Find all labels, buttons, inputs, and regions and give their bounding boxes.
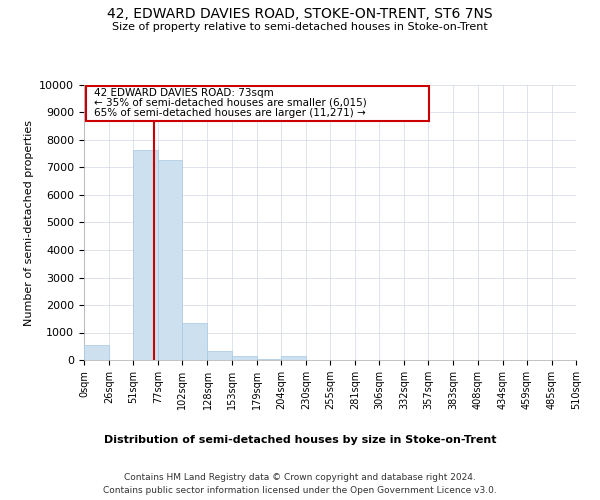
Bar	[158, 160, 182, 360]
Text: ← 35% of semi-detached houses are smaller (6,015): ← 35% of semi-detached houses are smalle…	[94, 98, 367, 108]
Bar	[182, 324, 208, 360]
Bar	[208, 351, 232, 360]
Bar	[281, 356, 306, 360]
Bar	[232, 356, 257, 360]
Bar	[133, 150, 158, 360]
Text: Distribution of semi-detached houses by size in Stoke-on-Trent: Distribution of semi-detached houses by …	[104, 435, 496, 445]
Text: Contains public sector information licensed under the Open Government Licence v3: Contains public sector information licen…	[103, 486, 497, 495]
Text: 42 EDWARD DAVIES ROAD: 73sqm: 42 EDWARD DAVIES ROAD: 73sqm	[94, 88, 274, 98]
Text: Contains HM Land Registry data © Crown copyright and database right 2024.: Contains HM Land Registry data © Crown c…	[124, 472, 476, 482]
Bar	[84, 345, 109, 360]
Text: 65% of semi-detached houses are larger (11,271) →: 65% of semi-detached houses are larger (…	[94, 108, 365, 118]
Bar	[257, 358, 281, 360]
Text: 42, EDWARD DAVIES ROAD, STOKE-ON-TRENT, ST6 7NS: 42, EDWARD DAVIES ROAD, STOKE-ON-TRENT, …	[107, 8, 493, 22]
FancyBboxPatch shape	[86, 86, 430, 122]
Text: Size of property relative to semi-detached houses in Stoke-on-Trent: Size of property relative to semi-detach…	[112, 22, 488, 32]
Y-axis label: Number of semi-detached properties: Number of semi-detached properties	[24, 120, 34, 326]
